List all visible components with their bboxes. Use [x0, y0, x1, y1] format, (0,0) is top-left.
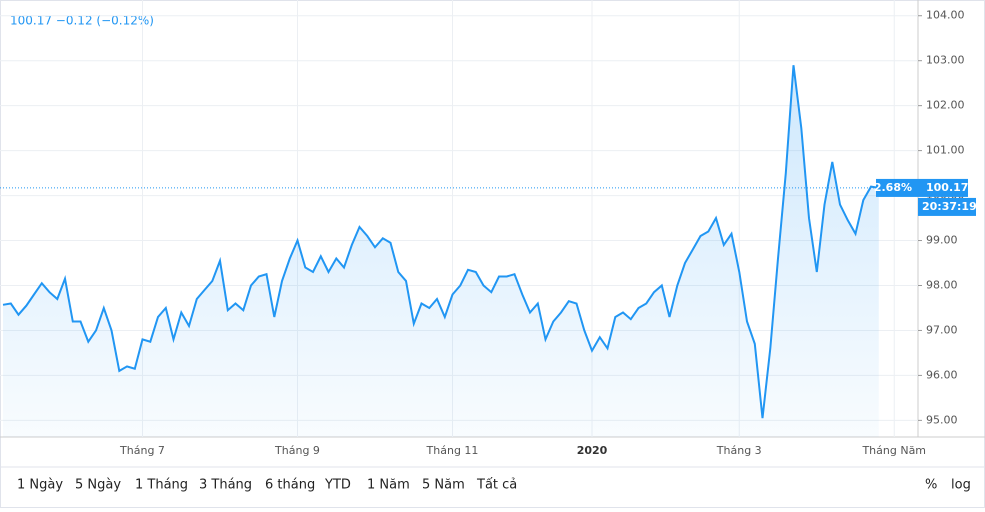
- y-tick-label: 98.00: [926, 278, 958, 291]
- price-badge: [918, 178, 968, 197]
- y-tick-label: 95.00: [926, 413, 958, 426]
- range-button[interactable]: Tất cả: [476, 478, 517, 493]
- y-tick-label: 101.00: [926, 144, 965, 157]
- area: [3, 65, 879, 437]
- change-label: 2.68%: [874, 181, 912, 194]
- range-button[interactable]: 5 Ngày: [75, 478, 121, 493]
- range-button[interactable]: YTD: [324, 478, 351, 493]
- y-tick-label: 97.00: [926, 323, 958, 336]
- change-badge: [876, 178, 918, 197]
- x-tick-label: 2020: [577, 444, 608, 457]
- y-tick-label: 104.00: [926, 9, 965, 22]
- range-button[interactable]: 3 Tháng: [199, 478, 252, 493]
- range-button[interactable]: 6 tháng: [265, 478, 315, 493]
- y-tick-label: 99.00: [926, 234, 958, 247]
- scale-button[interactable]: log: [951, 478, 971, 493]
- price-label: 100.17: [926, 181, 968, 194]
- line: [2, 65, 879, 419]
- range-button[interactable]: 1 Ngày: [17, 478, 63, 493]
- x-tick-label: Tháng 3: [716, 444, 762, 457]
- y-tick-label: 102.00: [926, 99, 965, 112]
- scale-button[interactable]: %: [925, 478, 937, 493]
- x-tick-label: Tháng 11: [426, 444, 479, 457]
- x-tick-label: Tháng 7: [119, 444, 165, 457]
- y-tick-label: 96.00: [926, 368, 958, 381]
- y-tick-label: 103.00: [926, 54, 965, 67]
- x-tick-label: Tháng Năm: [861, 444, 926, 457]
- time-label: 20:37:19: [922, 200, 977, 213]
- range-button[interactable]: 5 Năm: [422, 478, 465, 493]
- header: 100.17 −0.12 (−0.12%): [10, 14, 154, 28]
- range-button[interactable]: 1 Năm: [367, 478, 410, 493]
- x-tick-label: Tháng 9: [274, 444, 320, 457]
- range-button[interactable]: 1 Tháng: [135, 478, 188, 493]
- time-badge: [918, 197, 976, 216]
